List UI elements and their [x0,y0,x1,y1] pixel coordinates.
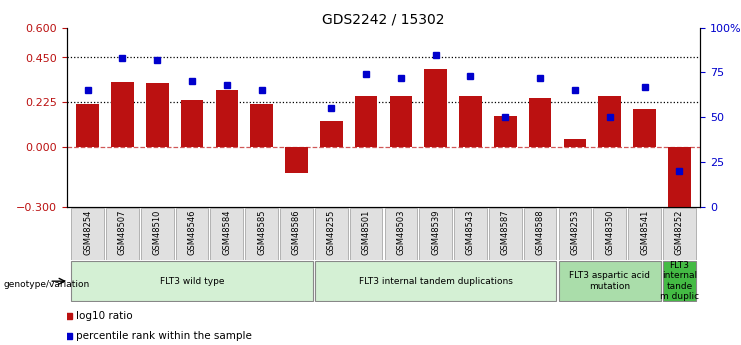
Text: GSM48539: GSM48539 [431,209,440,255]
Bar [559,208,591,260]
Text: GSM48350: GSM48350 [605,209,614,255]
Bar [594,208,626,260]
Bar [559,261,661,301]
Bar [419,208,452,260]
Text: GSM48255: GSM48255 [327,209,336,255]
Bar [494,116,516,147]
Bar [71,261,313,301]
Bar [280,208,313,260]
Text: FLT3 aspartic acid
mutation: FLT3 aspartic acid mutation [569,272,651,291]
Bar [71,208,104,260]
Bar [141,208,173,260]
Bar [390,96,412,147]
Bar [245,208,278,260]
Text: GSM48507: GSM48507 [118,209,127,255]
Text: GSM48252: GSM48252 [675,209,684,255]
Bar [599,96,621,147]
Text: FLT3
internal
tande
m duplic: FLT3 internal tande m duplic [659,261,699,301]
Bar [459,96,482,147]
Bar [628,208,661,260]
Bar [385,208,417,260]
Text: GSM48501: GSM48501 [362,209,370,255]
Bar [146,83,168,147]
Bar [176,208,208,260]
Bar [210,208,243,260]
Bar [285,147,308,173]
Bar [315,208,348,260]
Text: GSM48541: GSM48541 [640,209,649,255]
Text: genotype/variation: genotype/variation [4,280,90,289]
Bar [564,139,586,147]
Text: GSM48546: GSM48546 [187,209,196,255]
Text: GSM48253: GSM48253 [571,209,579,255]
Text: GSM48586: GSM48586 [292,209,301,255]
Text: percentile rank within the sample: percentile rank within the sample [76,332,253,341]
Bar [668,147,691,223]
Bar [425,69,447,147]
Bar [76,104,99,147]
Bar [315,261,556,301]
Text: GSM48254: GSM48254 [83,209,92,255]
Text: GSM48585: GSM48585 [257,209,266,255]
Text: GSM48587: GSM48587 [501,209,510,255]
Bar [320,121,342,147]
Bar [111,82,133,147]
Text: GSM48543: GSM48543 [466,209,475,255]
Text: FLT3 wild type: FLT3 wild type [160,277,225,286]
Bar [489,208,522,260]
Bar [106,208,139,260]
Bar [181,100,203,147]
Text: GSM48503: GSM48503 [396,209,405,255]
Text: GSM48510: GSM48510 [153,209,162,255]
Text: FLT3 internal tandem duplications: FLT3 internal tandem duplications [359,277,513,286]
Bar [529,98,551,147]
Bar [663,261,696,301]
Bar [454,208,487,260]
Bar [355,96,377,147]
Bar [250,104,273,147]
Title: GDS2242 / 15302: GDS2242 / 15302 [322,12,445,27]
Bar [634,109,656,147]
Text: GSM48584: GSM48584 [222,209,231,255]
Bar [350,208,382,260]
Bar [663,208,696,260]
Text: log10 ratio: log10 ratio [76,311,133,321]
Bar [216,90,238,147]
Bar [524,208,556,260]
Text: GSM48588: GSM48588 [536,209,545,255]
